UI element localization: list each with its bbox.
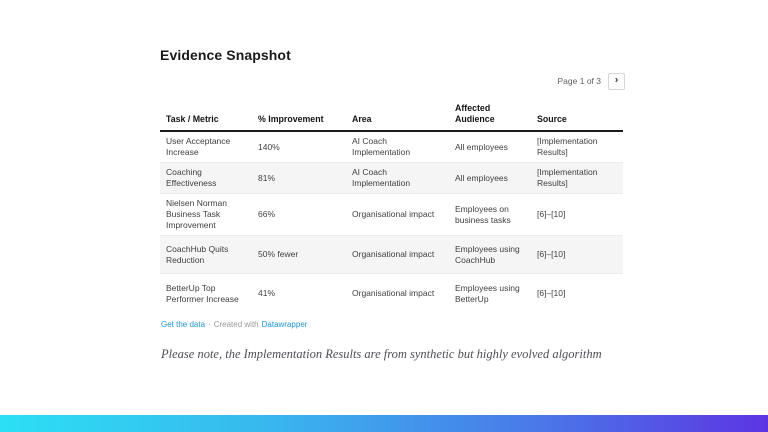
table-cell: User Acceptance Increase xyxy=(166,136,231,157)
table-row: BetterUp Top Performer Increase 41% Orga… xyxy=(160,274,623,314)
pagination: Page 1 of 3 › xyxy=(558,72,625,90)
table-row: Coaching Effectiveness 81% AI Coach Impl… xyxy=(160,162,623,194)
column-header-task-metric: Task / Metric xyxy=(160,101,252,132)
table-cell: Organisational impact xyxy=(352,288,435,299)
table-cell: [6]–[10] xyxy=(537,209,566,219)
table-cell: [Implementation Results] xyxy=(537,136,598,157)
table-cell: AI Coach Implementation xyxy=(352,136,411,157)
table-cell: CoachHub Quits Reduction xyxy=(166,243,229,265)
disclaimer-note: Please note, the Implementation Results … xyxy=(161,347,602,361)
table-cell: 41% xyxy=(258,288,276,299)
table-cell: All employees xyxy=(455,141,508,152)
footer-created-with: Created with xyxy=(213,320,259,329)
table-cell: Organisational impact xyxy=(352,249,435,259)
table-cell: Employees on business tasks xyxy=(455,203,511,225)
table-cell: Employees using CoachHub xyxy=(455,243,520,265)
table-cell: Coaching Effectiveness xyxy=(166,167,217,188)
table-row: User Acceptance Increase 140% AI Coach I… xyxy=(160,131,623,163)
column-header-source: Source xyxy=(531,101,623,132)
table-cell: [6]–[10] xyxy=(537,249,566,259)
table-cell: AI Coach Implementation xyxy=(352,167,411,188)
table-cell: Employees using BetterUp xyxy=(455,282,520,304)
table-row: CoachHub Quits Reduction 50% fewer Organ… xyxy=(160,235,623,274)
accent-gradient-bar xyxy=(0,415,768,432)
datawrapper-link[interactable]: Datawrapper xyxy=(261,320,308,329)
table-header-row: Task / Metric % Improvement Area Affecte… xyxy=(160,101,623,132)
table-cell: 140% xyxy=(258,141,280,152)
table-footer: Get the data · Created with Datawrapper xyxy=(161,320,307,329)
table-cell: [6]–[10] xyxy=(537,288,566,299)
table-cell: BetterUp Top Performer Increase xyxy=(166,282,239,304)
table-cell: [Implementation Results] xyxy=(537,167,598,188)
column-header-affected-audience: Affected Audience xyxy=(449,101,531,132)
table-cell: Nielsen Norman Business Task Improvement xyxy=(166,198,227,230)
pagination-label: Page 1 of 3 xyxy=(557,76,601,86)
get-data-link[interactable]: Get the data xyxy=(161,320,206,329)
page-title: Evidence Snapshot xyxy=(160,47,291,63)
table-cell: Organisational impact xyxy=(352,209,435,219)
table-cell: 50% fewer xyxy=(258,249,299,259)
table-cell: All employees xyxy=(455,172,508,183)
column-header-improvement: % Improvement xyxy=(252,101,346,132)
chevron-right-icon: › xyxy=(614,74,619,86)
footer-separator: · xyxy=(208,320,211,329)
next-page-button[interactable]: › xyxy=(608,72,625,90)
table-cell: 66% xyxy=(258,209,276,219)
table-row: Nielsen Norman Business Task Improvement… xyxy=(160,194,623,236)
column-header-area: Area xyxy=(346,101,449,132)
table-cell: 81% xyxy=(258,172,276,183)
evidence-table: Task / Metric % Improvement Area Affecte… xyxy=(160,101,623,314)
